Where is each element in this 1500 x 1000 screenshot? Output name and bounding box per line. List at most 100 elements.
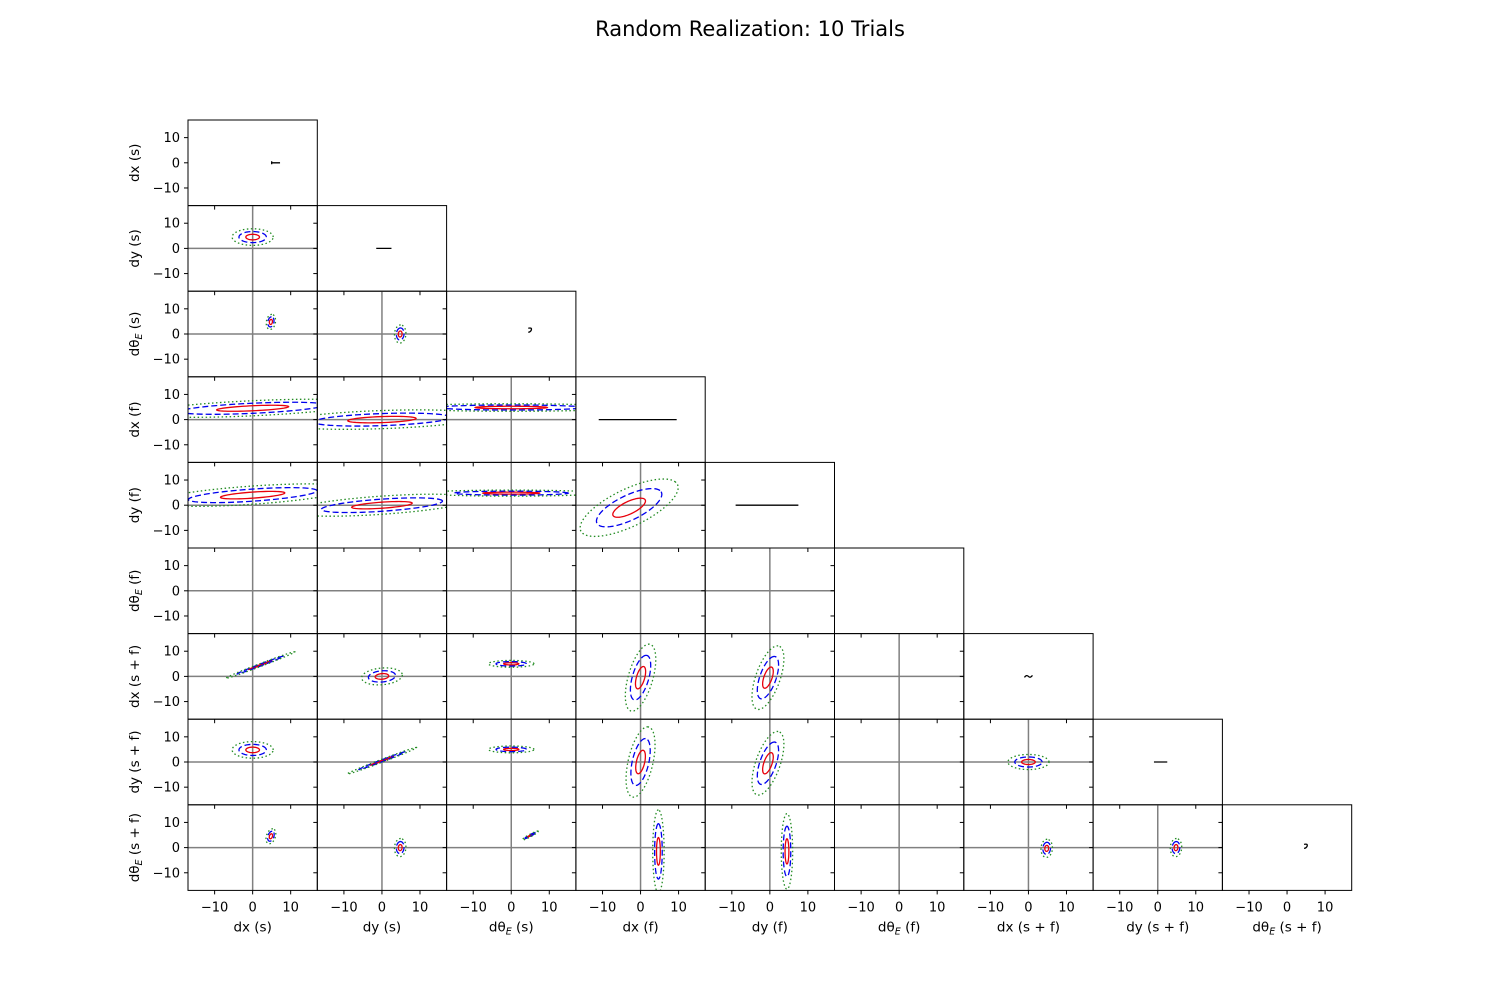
ellipse-2-sigma (238, 230, 267, 244)
y-tick-label: 0 (172, 413, 180, 428)
x-tick-label: −10 (718, 900, 745, 915)
y-tick-labels-row-6: −10 0 10 (153, 645, 180, 710)
ellipse-1-sigma (350, 500, 413, 510)
panel-r7-c1 (313, 718, 448, 809)
ellipse-2-sigma (595, 487, 663, 528)
confidence-ellipses (579, 478, 679, 538)
x-axis-label: dy (f) (752, 919, 788, 935)
ellipse-3-sigma (652, 809, 665, 891)
x-tick-label: 0 (895, 900, 903, 915)
panel-r8-c2 (442, 804, 577, 895)
x-tick-label: 0 (378, 900, 386, 915)
ellipse-1-sigma (1173, 843, 1179, 852)
x-tick-label: 0 (249, 900, 257, 915)
confidence-ellipses (393, 837, 407, 858)
panel-content (446, 804, 576, 891)
ellipse-1-sigma (761, 666, 774, 689)
ellipse-3-sigma (625, 726, 656, 798)
y-axis-label: dx (s + f) (127, 645, 143, 708)
ellipse-2-sigma (756, 655, 780, 700)
panel-r2-c2 (442, 290, 577, 381)
x-tick-label: 10 (282, 900, 299, 915)
y-tick-label: −10 (153, 181, 180, 196)
panel-r4-c4 (701, 461, 836, 552)
confidence-ellipses (751, 645, 785, 711)
x-axis-label: dx (s) (233, 919, 271, 935)
y-tick-label: −10 (153, 524, 180, 539)
x-tick-label: −10 (977, 900, 1004, 915)
panel-r1-c0 (184, 205, 318, 296)
panel-content (446, 633, 576, 720)
panel-r8-c4 (701, 804, 836, 895)
panel-content (317, 633, 447, 720)
ellipse-1-sigma (655, 836, 661, 866)
panel-content (705, 719, 835, 805)
panel-content (834, 804, 964, 891)
panel-r4-c0 (184, 461, 318, 552)
ellipse-3-sigma (487, 659, 535, 668)
panel-content (705, 548, 835, 634)
ellipse-1-sigma (374, 672, 390, 680)
ellipse-2-sigma (267, 316, 275, 328)
panel-content (705, 804, 835, 891)
confidence-ellipses (188, 398, 318, 418)
ellipse-3-sigma (579, 478, 679, 538)
y-tick-label: −10 (153, 267, 180, 282)
y-axis-label: dx (f) (127, 402, 143, 438)
panel-content (528, 327, 533, 333)
y-tick-label: 0 (172, 499, 180, 514)
x-tick-labels-col-3: −10 0 10 (589, 900, 687, 915)
ellipse-1-sigma (268, 318, 274, 326)
panel-r1-c1 (313, 205, 448, 296)
x-tick-label: −10 (201, 900, 228, 915)
ellipse-3-sigma (1007, 753, 1050, 771)
panel-content (188, 804, 318, 891)
panel-content (317, 291, 447, 377)
panel-r5-c5 (830, 547, 965, 638)
ellipse-2-sigma (495, 660, 528, 667)
ellipse-1-sigma (634, 665, 647, 690)
panel-content (446, 462, 576, 548)
panel-r5-c3 (571, 547, 706, 638)
ellipse-1-sigma (784, 838, 790, 865)
y-tick-label: 10 (163, 217, 180, 232)
panel-content (575, 548, 706, 634)
panel-content (446, 548, 576, 634)
panel-r5-c0 (184, 547, 318, 638)
y-tick-label: −10 (153, 781, 180, 796)
ellipse-3-sigma (780, 812, 794, 890)
x-tick-label: 0 (507, 900, 515, 915)
ellipse-1-sigma (245, 746, 261, 754)
ellipse-1-sigma (397, 330, 403, 338)
confidence-ellipses (231, 740, 274, 759)
panel-r8-c3 (571, 804, 706, 895)
panel-content (317, 804, 447, 891)
confidence-ellipses (317, 409, 447, 430)
ellipse-2-sigma (320, 497, 444, 514)
x-tick-label: −10 (1235, 900, 1262, 915)
x-tick-label: −10 (1106, 900, 1133, 915)
x-tick-labels-col-4: −10 0 10 (718, 900, 816, 915)
y-tick-label: −10 (153, 353, 180, 368)
panel-content (575, 719, 706, 805)
panel-content (317, 719, 447, 805)
panel-frame (1221, 804, 1353, 891)
ellipse-2-sigma (446, 404, 576, 411)
panel-content (188, 633, 318, 720)
y-tick-label: 10 (163, 474, 180, 489)
panel-r7-c5 (830, 718, 965, 809)
panel-content (834, 719, 964, 805)
confidence-ellipses (231, 228, 274, 247)
panel-r0-c0 (184, 119, 318, 210)
x-tick-label: 0 (1024, 900, 1032, 915)
panel-content (188, 291, 318, 377)
y-axis-label: dθE (f) (127, 570, 145, 612)
ellipse-2-sigma (453, 490, 570, 496)
panel-frame (834, 547, 965, 635)
y-axis-label: dx (s) (127, 144, 143, 182)
ellipse-3-sigma (265, 828, 277, 845)
confidence-ellipses (317, 493, 447, 517)
y-tick-label: −10 (153, 695, 180, 710)
panel-content (188, 376, 318, 463)
confidence-ellipses (446, 489, 576, 497)
